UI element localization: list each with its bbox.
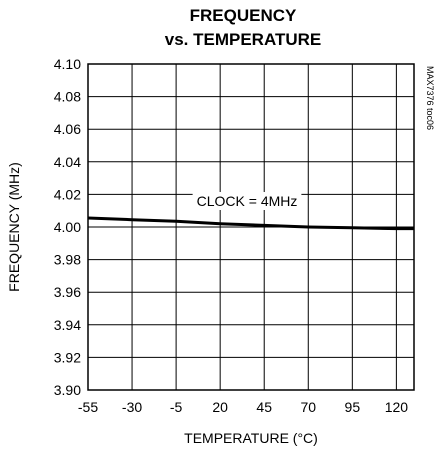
y-tick-label: 3.96 — [54, 284, 81, 300]
x-tick-label: 70 — [300, 399, 316, 415]
y-tick-label: 3.94 — [54, 317, 81, 333]
y-tick-label: 4.08 — [54, 89, 81, 105]
y-tick-label: 4.04 — [54, 154, 81, 170]
chart-title-line-1: FREQUENCY — [190, 6, 297, 25]
y-axis-label: FREQUENCY (MHz) — [6, 162, 22, 292]
figure-code: MAX7376 toc06 — [425, 66, 435, 130]
x-tick-label: 120 — [385, 399, 409, 415]
x-tick-label: -55 — [78, 399, 98, 415]
x-tick-label: -5 — [170, 399, 183, 415]
x-tick-labels: -55 -30 -5 20 45 70 95 120 — [78, 399, 408, 415]
x-axis-label: TEMPERATURE (°C) — [184, 430, 318, 446]
plot-frame — [87, 63, 415, 391]
y-tick-label: 4.10 — [54, 56, 81, 72]
annotation-background — [192, 192, 302, 210]
y-tick-label: 4.00 — [54, 219, 81, 235]
y-tick-label: 3.90 — [54, 382, 81, 398]
y-tick-label: 4.02 — [54, 186, 81, 202]
x-tick-label: 20 — [212, 399, 228, 415]
x-tick-label: 45 — [256, 399, 272, 415]
y-tick-label: 3.98 — [54, 252, 81, 268]
series-line — [87, 216, 414, 231]
chart-title-line-2: vs. TEMPERATURE — [165, 30, 322, 49]
y-tick-label: 3.92 — [54, 349, 81, 365]
x-tick-label: 95 — [345, 399, 361, 415]
clock-annotation: CLOCK = 4MHz — [197, 193, 298, 209]
y-tick-labels: 3.90 3.92 3.94 3.96 3.98 4.00 4.02 4.04 4.06 4.08… — [54, 56, 81, 398]
y-tick-label: 4.06 — [54, 121, 81, 137]
x-tick-label: -30 — [122, 399, 142, 415]
